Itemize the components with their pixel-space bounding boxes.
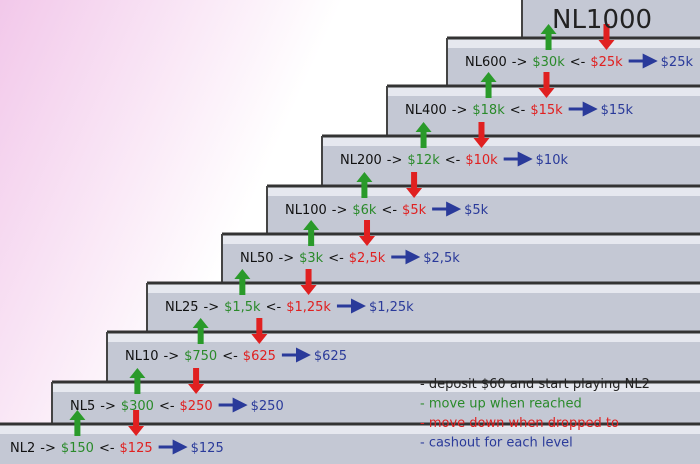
down-arrow xyxy=(359,220,376,246)
down-arrow xyxy=(300,269,317,295)
cashout-value: $625 xyxy=(314,349,347,364)
up-arrow xyxy=(129,368,146,394)
cashout-value: $250 xyxy=(251,399,284,414)
level-name: NL50 xyxy=(240,251,274,266)
down-arrow xyxy=(598,24,615,50)
step-tread xyxy=(0,424,700,434)
step-tread xyxy=(322,136,700,146)
down-connector: <- xyxy=(381,203,397,218)
cashout-value: $25k xyxy=(661,55,694,70)
move-down-value: $1,25k xyxy=(286,300,331,315)
level-name: NL25 xyxy=(165,300,199,315)
legend-item: - move up when reached xyxy=(420,397,582,412)
down-connector: <- xyxy=(510,103,526,118)
up-connector: -> xyxy=(512,55,528,70)
move-down-value: $15k xyxy=(530,103,563,118)
move-down-value: $625 xyxy=(243,349,276,364)
move-down-value: $10k xyxy=(465,153,498,168)
down-arrow xyxy=(188,368,205,394)
up-connector: -> xyxy=(100,399,116,414)
move-down-value: $125 xyxy=(120,441,153,456)
labels: NL2 -> $150 <- $125 $125 NL5 -> $300 <- $250 $250 NL… xyxy=(10,24,693,456)
legend: - deposit $60 and start playing NL2 - mov… xyxy=(420,377,650,451)
move-up-value: $3k xyxy=(299,251,324,266)
down-arrow xyxy=(406,172,423,198)
level-name: NL400 xyxy=(405,103,447,118)
level-name: NL5 xyxy=(70,399,95,414)
up-connector: -> xyxy=(204,300,220,315)
step-tread xyxy=(267,186,700,196)
level-name: NL2 xyxy=(10,441,35,456)
move-up-value: $150 xyxy=(61,441,94,456)
up-connector: -> xyxy=(332,203,348,218)
up-arrow xyxy=(480,72,497,98)
up-arrow xyxy=(415,122,432,148)
down-connector: <- xyxy=(159,399,175,414)
down-connector: <- xyxy=(266,300,282,315)
step-tread xyxy=(107,332,700,342)
move-up-value: $6k xyxy=(352,203,377,218)
down-connector: <- xyxy=(445,153,461,168)
cashout-value: $2,5k xyxy=(423,251,460,266)
step-tread xyxy=(147,283,700,293)
down-connector: <- xyxy=(99,441,115,456)
level-name: NL100 xyxy=(285,203,327,218)
cashout-value: $5k xyxy=(464,203,489,218)
move-up-value: $30k xyxy=(532,55,565,70)
down-arrow xyxy=(128,410,145,436)
up-arrow xyxy=(303,220,320,246)
down-connector: <- xyxy=(222,349,238,364)
down-connector: <- xyxy=(570,55,586,70)
down-arrow xyxy=(251,318,268,344)
cashout-value: $1,25k xyxy=(369,300,414,315)
cashout-value: $10k xyxy=(536,153,569,168)
level-name: NL10 xyxy=(125,349,159,364)
cashout-value: $125 xyxy=(191,441,224,456)
down-connector: <- xyxy=(328,251,344,266)
step-tread xyxy=(447,38,700,48)
cashout-value: $15k xyxy=(601,103,634,118)
move-down-value: $2,5k xyxy=(349,251,386,266)
move-up-value: $12k xyxy=(407,153,440,168)
step-face xyxy=(522,0,700,42)
down-arrow xyxy=(473,122,490,148)
step-tread xyxy=(52,382,700,392)
move-up-value: $18k xyxy=(472,103,505,118)
up-arrow xyxy=(234,269,251,295)
legend-item: - deposit $60 and start playing NL2 xyxy=(420,377,650,392)
up-connector: -> xyxy=(279,251,295,266)
up-arrow xyxy=(356,172,373,198)
up-connector: -> xyxy=(452,103,468,118)
up-connector: -> xyxy=(164,349,180,364)
level-name: NL200 xyxy=(340,153,382,168)
move-up-value: $1,5k xyxy=(224,300,261,315)
top-level: NL1000 xyxy=(552,5,652,35)
up-connector: -> xyxy=(387,153,403,168)
up-arrow xyxy=(540,24,557,50)
up-arrow xyxy=(69,410,86,436)
move-up-value: $300 xyxy=(121,399,154,414)
move-down-value: $250 xyxy=(180,399,213,414)
move-up-value: $750 xyxy=(184,349,217,364)
level-name: NL600 xyxy=(465,55,507,70)
legend-item: - move down when dropped to xyxy=(420,416,619,431)
up-connector: -> xyxy=(40,441,56,456)
move-down-value: $25k xyxy=(590,55,623,70)
step-tread xyxy=(222,234,700,244)
down-arrow xyxy=(538,72,555,98)
move-down-value: $5k xyxy=(402,203,427,218)
up-arrow xyxy=(192,318,209,344)
legend-item: - cashout for each level xyxy=(420,436,573,451)
